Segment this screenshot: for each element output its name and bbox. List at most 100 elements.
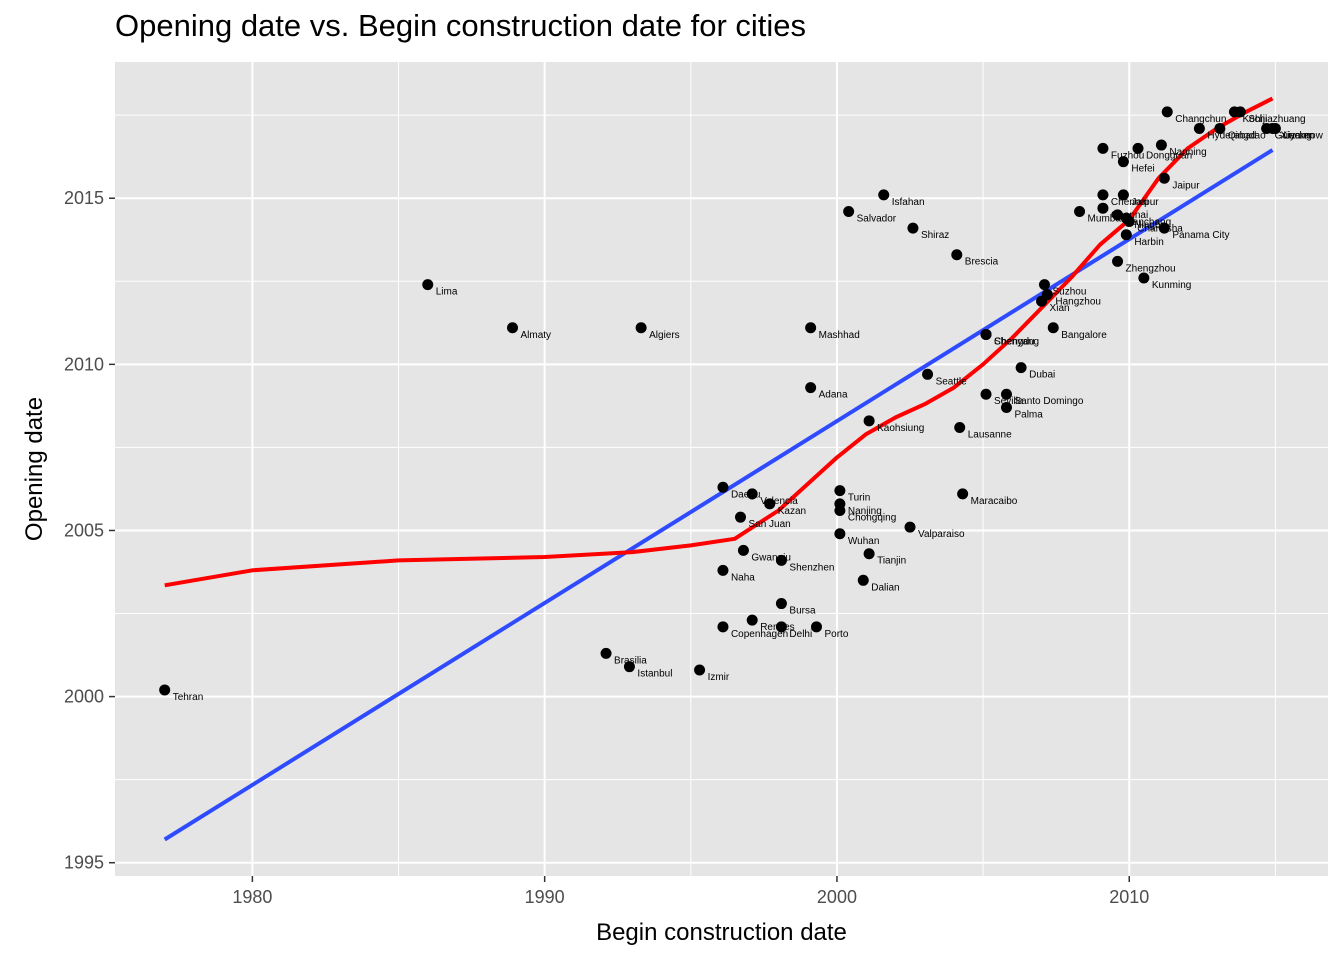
point-label: Bursa [789, 606, 816, 617]
data-point [810, 621, 822, 633]
data-point [980, 388, 992, 400]
x-tick-label: 2000 [817, 887, 857, 907]
point-label: Panama City [1172, 230, 1229, 241]
data-point [1038, 279, 1050, 291]
data-point [904, 521, 916, 533]
point-label: Lima [436, 287, 458, 298]
data-point [843, 206, 855, 218]
point-label: Lucknow [1283, 130, 1323, 141]
point-label: Hefei [1131, 164, 1154, 175]
point-label: Palma [1014, 410, 1043, 421]
data-point [1155, 139, 1167, 151]
data-point [1214, 122, 1226, 134]
point-label: Ningbo [1134, 220, 1166, 231]
data-point [907, 222, 919, 234]
data-point [694, 664, 706, 676]
point-label: Dubai [1029, 370, 1055, 381]
major-gridlines [115, 62, 1328, 876]
point-labels: Tehran Lima Almaty Algiers Brasilia Istanbul I… [173, 114, 1324, 703]
data-point [805, 382, 817, 394]
x-axis-title: Begin construction date [596, 919, 847, 946]
point-label: Shiraz [921, 230, 949, 241]
point-label: Bangalore [1061, 330, 1107, 341]
point-label: Kazan [778, 506, 806, 517]
data-point [922, 368, 934, 380]
data-point [1097, 189, 1109, 201]
point-label: Adana [819, 390, 848, 401]
point-label: Changsha [1137, 223, 1183, 234]
data-point [717, 481, 729, 493]
point-label: Guiyang [1275, 130, 1312, 141]
data-point [957, 488, 969, 500]
loess-fit-line [164, 96, 1274, 588]
data-point [954, 421, 966, 433]
data-point [1120, 229, 1132, 241]
point-label: Jaipur [1172, 180, 1200, 191]
point-label: Kochi [1242, 114, 1267, 125]
point-label: Shenzhen [789, 562, 834, 573]
data-point [1000, 402, 1012, 414]
point-label: Delhi [789, 629, 812, 640]
point-label: Changchun [1175, 114, 1226, 125]
point-label: Kunming [1152, 280, 1191, 291]
point-label: Algiers [649, 330, 680, 341]
data-point [746, 488, 758, 500]
data-point [863, 548, 875, 560]
point-label: Maracaibo [971, 496, 1018, 507]
data-point [805, 322, 817, 334]
point-label: Brasilia [614, 655, 647, 666]
x-axis: 1980 1990 2000 2010 [232, 876, 1149, 907]
data-point [1112, 255, 1124, 267]
point-label: Gwangju [751, 552, 790, 563]
point-label: Mumbai [1088, 214, 1124, 225]
point-label: Fuzhou [1111, 150, 1144, 161]
data-point [1132, 142, 1144, 154]
data-point [764, 498, 776, 510]
point-label: Wuhan [848, 536, 880, 547]
point-label: Isfahan [892, 197, 925, 208]
y-axis-title: Opening date [21, 397, 48, 541]
point-label: Jaipur [1131, 197, 1159, 208]
y-tick-label: 2010 [64, 354, 104, 374]
point-label: Istanbul [637, 669, 672, 680]
point-label: Nanjing [848, 506, 882, 517]
data-point [834, 505, 846, 517]
point-label: Sevilla [994, 396, 1024, 407]
point-label: Santo Domingo [1014, 396, 1083, 407]
data-point [1161, 106, 1173, 118]
point-label: Turin [848, 493, 870, 504]
data-point [775, 621, 787, 633]
x-tick-label: 1990 [525, 887, 565, 907]
point-label: Harbin [1134, 237, 1163, 248]
data-point [1193, 122, 1205, 134]
data-point [1158, 222, 1170, 234]
point-label: Copenhagen [731, 629, 788, 640]
data-point [635, 322, 647, 334]
data-point [1234, 106, 1246, 118]
data-point [507, 322, 519, 334]
data-point [1000, 388, 1012, 400]
y-axis: 1995 2000 2005 2010 2015 [64, 188, 115, 873]
point-label: Shenyang [994, 336, 1039, 347]
point-label: Chennai [1111, 210, 1148, 221]
point-label: Xiamen [1280, 130, 1314, 141]
y-tick-label: 2000 [64, 687, 104, 707]
data-point [746, 614, 758, 626]
data-point [1036, 295, 1048, 307]
point-label: Zhengzhou [1126, 263, 1176, 274]
point-label: Daegu [731, 489, 760, 500]
data-point [1117, 156, 1129, 168]
data-point [1047, 322, 1059, 334]
point-label: Kaohsiung [877, 423, 924, 434]
data-point [1123, 215, 1135, 227]
data-point [951, 249, 963, 261]
point-label: Nanchang [1126, 217, 1172, 228]
data-point [717, 564, 729, 576]
point-label: Rennes [760, 622, 794, 633]
x-tick-label: 2010 [1109, 887, 1149, 907]
point-label: Almaty [521, 330, 552, 341]
data-point [980, 328, 992, 340]
point-label: Nanning [1169, 147, 1206, 158]
data-point [775, 554, 787, 566]
data-point [1112, 209, 1124, 221]
